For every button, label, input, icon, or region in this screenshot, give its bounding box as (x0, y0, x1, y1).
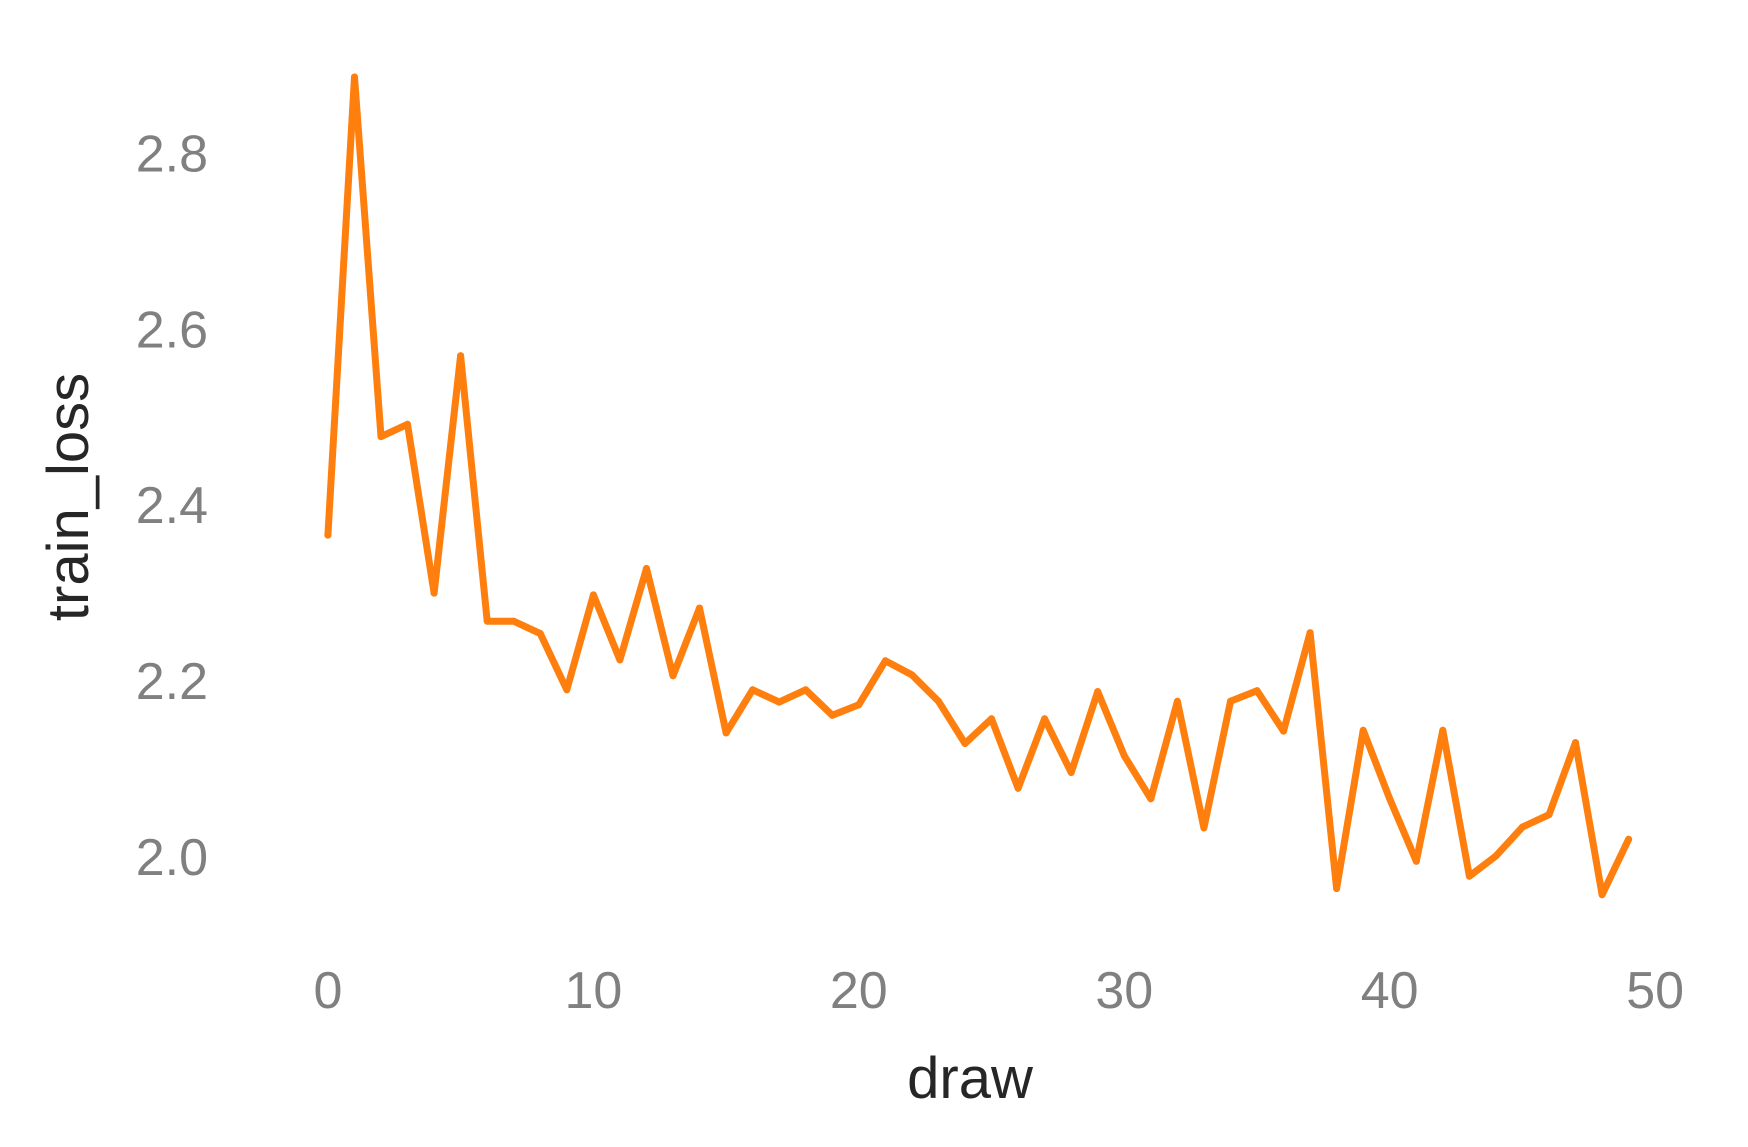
data-point (1386, 795, 1394, 803)
plot-area (324, 73, 1633, 899)
data-point (457, 352, 465, 360)
data-point (669, 672, 677, 680)
x-tick-label: 20 (830, 962, 888, 1020)
data-point (589, 591, 597, 599)
data-point (961, 740, 969, 747)
data-point (563, 686, 571, 694)
data-point (1120, 752, 1128, 760)
x-axis-title: draw (907, 1046, 1034, 1111)
series-line-0 (324, 73, 1633, 899)
data-point (1014, 784, 1022, 792)
data-point (1306, 629, 1314, 637)
data-point (1173, 697, 1181, 705)
data-point (616, 656, 624, 664)
x-tick-label: 50 (1626, 962, 1684, 1020)
data-point (1492, 852, 1500, 860)
y-tick-label: 2.0 (136, 829, 208, 887)
data-point (908, 671, 916, 679)
y-tick-label: 2.6 (136, 301, 208, 359)
data-point (1147, 795, 1155, 803)
y-axis-ticks: 2.0 2.2 2.4 2.6 2.8 (136, 126, 208, 887)
data-point (749, 686, 757, 694)
data-point (1545, 811, 1553, 819)
data-point (324, 531, 332, 539)
data-point (1465, 872, 1473, 880)
x-axis-ticks: 0 10 20 30 40 50 (313, 962, 1684, 1020)
data-point (1227, 697, 1234, 705)
data-point (1625, 835, 1633, 843)
data-point (881, 657, 889, 665)
data-point (1572, 739, 1579, 747)
data-point (1094, 688, 1102, 696)
data-point (1253, 687, 1261, 695)
data-point (404, 420, 411, 428)
data-point (1041, 715, 1049, 723)
x-tick-label: 0 (313, 962, 342, 1020)
data-point (536, 630, 544, 638)
data-point (643, 565, 650, 572)
data-point (1359, 726, 1367, 734)
data-point (1439, 726, 1447, 734)
data-point (935, 697, 942, 705)
data-point (802, 686, 810, 694)
data-point (722, 729, 730, 737)
data-point (1598, 891, 1606, 899)
data-point (1519, 823, 1526, 831)
x-tick-label: 30 (1095, 962, 1153, 1020)
data-point (483, 617, 491, 625)
data-point (988, 715, 995, 723)
y-axis-title: train_loss (36, 373, 101, 621)
data-point (828, 711, 836, 719)
x-tick-label: 10 (564, 962, 622, 1020)
data-point (351, 73, 358, 81)
y-tick-label: 2.4 (136, 477, 208, 535)
data-point (377, 433, 385, 441)
data-point (1412, 857, 1420, 865)
data-point (510, 617, 518, 625)
data-point (855, 701, 863, 709)
y-tick-label: 2.8 (136, 126, 208, 184)
data-point (1200, 824, 1208, 832)
y-tick-label: 2.2 (136, 653, 208, 711)
data-point (1333, 885, 1341, 892)
x-tick-label: 40 (1361, 962, 1419, 1020)
data-point (430, 589, 438, 597)
data-point (1280, 727, 1287, 735)
data-point (1067, 769, 1075, 776)
data-point (775, 698, 783, 706)
data-point (696, 604, 703, 612)
